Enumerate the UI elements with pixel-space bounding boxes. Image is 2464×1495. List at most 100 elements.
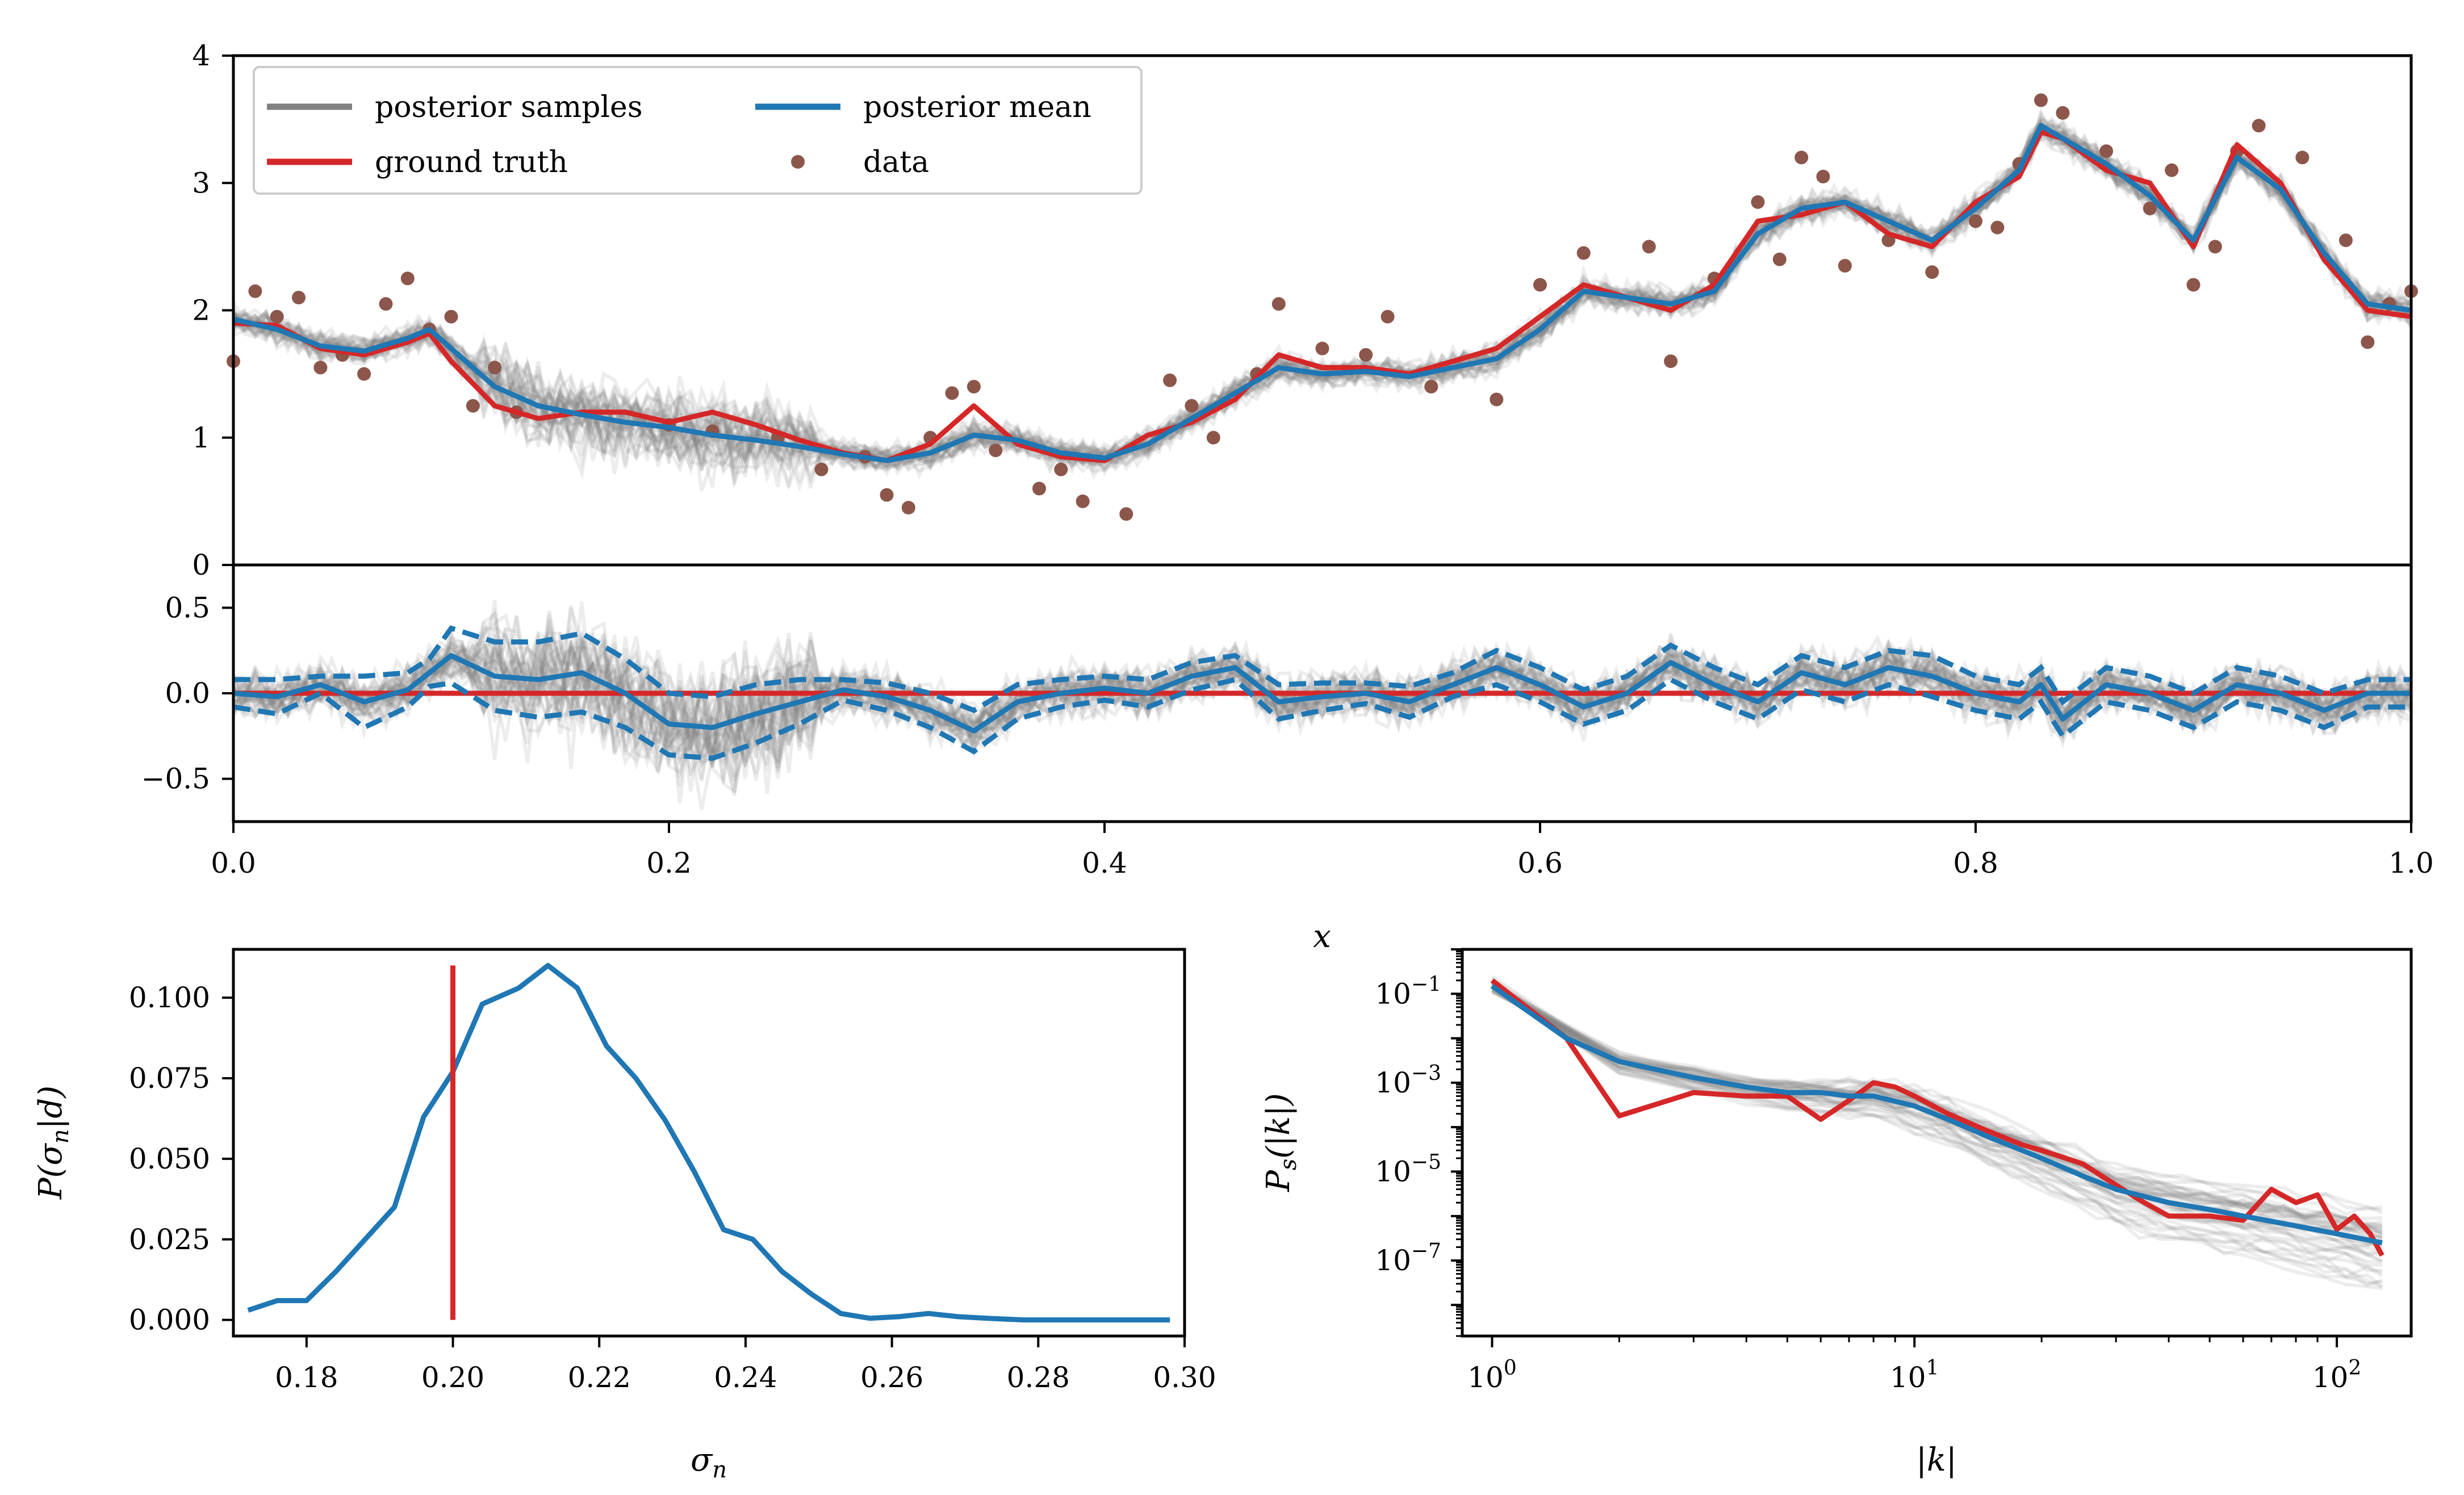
residual-sample-line [232,616,2412,764]
legend-mean-label: posterior mean [863,90,1091,124]
k-axis-label: |k| [1916,1442,1957,1479]
noise-posterior-line [247,962,1170,1323]
x-tick-label: 100 [1467,1356,1517,1394]
power-spectrum-sample-line [1491,975,2383,1275]
posterior-sample-line [233,110,2413,488]
data-point [379,297,393,311]
residual-lower-std-line [233,676,2411,761]
data-point [1772,252,1787,266]
data-point [1076,494,1090,508]
posterior-sample-line [233,136,2412,469]
residual-sample-line [232,613,2412,773]
x-tick-label: 0.24 [714,1361,777,1394]
y-tick-label: 0.0 [165,677,210,710]
residual-upper-std-line [233,625,2411,714]
data-point [2099,144,2114,158]
data-point [2208,240,2222,254]
residual-x-ticks: 0.0 0.2 0.4 0.6 0.8 1.0 [211,822,2434,880]
y-tick-label: 10−7 [1375,1239,1441,1277]
data-point [1119,507,1133,521]
noise-posterior-panel: 0.18 0.20 0.22 0.24 0.26 0.28 0.30 0.0000.0250… [32,948,1216,1483]
x-tick-label: 0.28 [1007,1361,1070,1394]
data-point [2143,202,2157,216]
y-tick-label: −0.5 [141,763,210,795]
y-tick-label: 10−1 [1375,973,1441,1010]
data-point [1359,348,1373,362]
data-point [1185,399,1199,413]
data-point [901,501,915,515]
data-point [1380,309,1395,324]
data-point [466,399,480,413]
data-point [1642,240,1656,254]
power-spectrum-y-axis-label: Ps(|k|) [1260,1093,1302,1192]
data-point [1794,150,1809,165]
data-point [292,291,306,305]
data-point [400,271,415,286]
data-point [814,462,829,476]
residual-sample-line [232,637,2413,770]
x-tick-label: 0.0 [211,847,256,880]
data-point [2252,119,2266,133]
y-tick-label: 0.025 [129,1223,210,1256]
signal-panel: 0 1 2 3 4 posterior samples posterior mean g… [192,39,2418,581]
power-spectrum-sample-line [1491,986,2382,1264]
noise-axes-frame [232,948,1186,1338]
y-tick-label: 0.050 [129,1142,210,1175]
legend-truth-label: ground truth [375,145,568,179]
data-point [2186,278,2201,292]
data-point [2361,335,2375,349]
power-spectrum-sample-line [1491,986,2383,1211]
residual-sample-line [233,622,2413,760]
residual-sample-line [232,623,2413,774]
residual-sample-line [232,639,2413,786]
x-tick-label: 0.2 [646,847,692,880]
residual-sample-line [232,639,2412,770]
x-tick-label: 0.4 [1082,847,1127,880]
noise-x-ticks: 0.18 0.20 0.22 0.24 0.26 0.28 0.30 [275,1336,1216,1394]
power-spectrum-axes-frame [1461,948,2413,1338]
power-spectrum-sample-line [1491,989,2383,1263]
data-point [444,309,458,324]
data-point [1032,481,1046,496]
power-spectrum-sample-line [1491,985,2382,1272]
residual-panel: 0.5 0.0 −0.5 0.0 0.2 0.4 0.6 0.8 1.0 x [141,563,2434,955]
x-tick-label: 101 [1890,1356,1939,1394]
legend-data-label: data [863,145,929,179]
power-spectrum-sample-line [1491,985,2383,1257]
power-spectrum-sample-line [1491,990,2383,1231]
power-spectrum-ground-truth-line [1490,978,2384,1257]
residual-sample-line [232,615,2413,803]
data-point [248,284,262,298]
data-point [357,367,371,381]
data-point [967,380,981,393]
x-tick-label: 0.8 [1953,847,1998,880]
y-tick-label: 10−5 [1375,1150,1441,1188]
legend: posterior samples posterior mean ground … [253,66,1143,195]
data-point [1315,341,1329,355]
x-tick-label: 1.0 [2388,847,2434,880]
data-point [945,386,959,400]
data-point [2034,93,2048,107]
residual-sample-line [232,628,2413,810]
x-tick-label: 0.22 [568,1361,631,1394]
data-point [2165,163,2179,177]
power-spectrum-sample-line [1491,990,2383,1215]
data-point [1424,380,1438,393]
power-spectrum-sample-line [1491,985,2383,1288]
residual-sample-line [232,643,2412,777]
data-point [2295,150,2310,165]
y-tick-label: 0.100 [129,981,210,1014]
noise-y-axis-label: P(σn|d) [32,1086,74,1200]
x-tick-label: 102 [2312,1356,2362,1394]
data-points [227,93,2418,521]
x-tick-label: 0.18 [275,1361,338,1394]
residual-sample-line [233,610,2413,759]
power-spectrum-sample-line [1491,986,2383,1279]
x-tick-label: 0.6 [1517,847,1563,880]
power-spectrum-sample-line [1491,983,2383,1262]
x-tick-label: 0.20 [421,1361,484,1394]
data-point [1533,278,1547,292]
power-spectrum-sample-line [1491,977,2383,1234]
power-spectrum-sample-line [1491,983,2383,1216]
